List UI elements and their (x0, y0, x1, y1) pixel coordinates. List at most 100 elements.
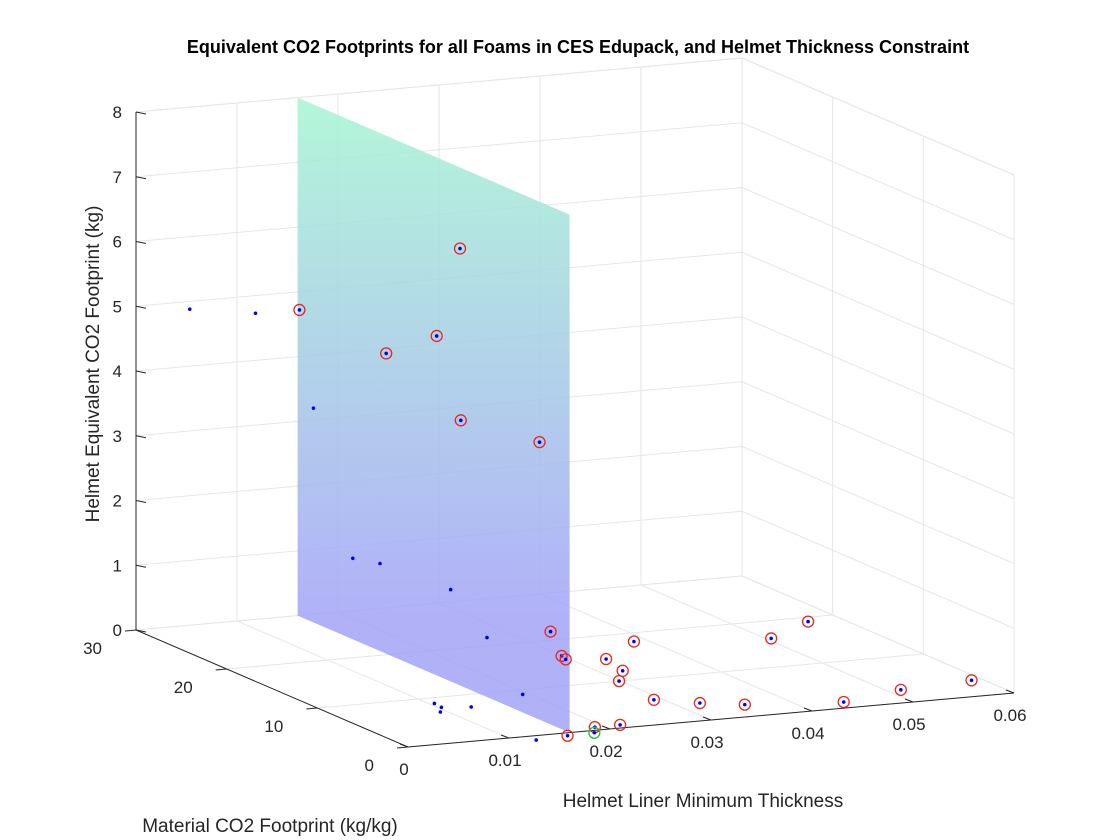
data-point (548, 629, 553, 634)
x-tick-mark (500, 734, 510, 739)
y-tick-mark (215, 668, 227, 671)
selected-foam-marker (588, 726, 601, 739)
thickness-candidate-marker (965, 674, 978, 687)
thickness-candidate-marker (801, 615, 815, 628)
data-point (618, 723, 622, 727)
y-tick-mark (306, 707, 318, 710)
thickness-candidate-marker (561, 729, 574, 742)
data-point (297, 308, 302, 312)
data-point (458, 246, 462, 251)
thickness-candidate-marker (430, 329, 443, 343)
x-tick-mark (601, 725, 611, 730)
chart-title: Equivalent CO2 Footprints for all Foams … (187, 37, 969, 57)
z-tick-mark (135, 241, 147, 244)
thickness-candidate-marker (894, 683, 907, 696)
data-point (617, 679, 621, 683)
z-tick-label: 4 (113, 362, 122, 381)
z-tick-mark (135, 111, 147, 115)
side-wall-grid-line (741, 575, 1015, 694)
thickness-candidate-marker (533, 435, 546, 449)
thickness-candidate-marker (738, 698, 751, 711)
data-point (311, 406, 316, 410)
thickness-candidate-marker (647, 693, 661, 706)
data-point (438, 710, 443, 714)
data-point (485, 635, 489, 640)
z-tick-label: 2 (113, 492, 122, 511)
z-tick-mark (135, 435, 147, 439)
x-tick-mark (904, 698, 914, 703)
side-wall-grid-line (741, 187, 1015, 305)
side-wall-grid-line (741, 251, 1015, 370)
data-point (652, 697, 656, 702)
x-tick-mark (399, 743, 409, 748)
x-tick-mark (702, 716, 712, 721)
z-tick-mark (135, 500, 147, 503)
x-tick-label: 0.06 (993, 706, 1026, 725)
side-wall-grid-line (741, 446, 1015, 564)
data-point (253, 311, 258, 316)
y-axis-label: Material CO2 Footprint (kg/kg) (142, 816, 398, 837)
z-tick-mark (135, 305, 147, 309)
thickness-candidate-marker (293, 303, 306, 317)
data-point (743, 702, 747, 707)
thickness-candidate-marker (544, 625, 557, 638)
data-point (459, 418, 463, 423)
thickness-candidate-marker (613, 718, 627, 732)
data-point (769, 636, 773, 641)
x-tick-label: 0.01 (488, 751, 521, 770)
data-point (384, 351, 389, 356)
side-wall-grid-line (741, 316, 1015, 435)
z-tick-label: 8 (113, 103, 122, 122)
x-tick-label: 0.04 (791, 724, 824, 743)
z-tick-label: 5 (113, 297, 122, 316)
side-wall-grid-line (741, 381, 1015, 500)
y-tick-mark (396, 746, 409, 749)
z-tick-mark (135, 176, 147, 180)
data-point (434, 334, 439, 338)
constraint-plane (297, 97, 570, 733)
y-axis-line (135, 629, 409, 748)
z-tick-mark (135, 564, 147, 568)
thickness-candidate-marker (599, 652, 613, 666)
thickness-candidate-marker (380, 347, 393, 360)
x-tick-mark (803, 707, 813, 712)
data-point (351, 556, 355, 561)
data-point (592, 730, 597, 735)
x-tick-mark (1005, 689, 1015, 694)
z-tick-mark (135, 370, 147, 374)
z-tick-mark (135, 629, 147, 633)
z-axis-label: Helmet Equivalent CO2 Footprint (kg) (83, 206, 104, 523)
axes (124, 111, 1015, 749)
data-point (520, 692, 525, 697)
data-point (469, 705, 473, 709)
x-tick-label: 0.03 (690, 733, 723, 752)
x-tick-label: 0 (399, 760, 408, 779)
constraint-plane-layer (297, 97, 570, 733)
data-points (187, 242, 978, 742)
z-tick-label: 6 (113, 233, 122, 252)
floor-grid-line (539, 593, 813, 712)
data-point (632, 639, 636, 644)
data-point (439, 705, 444, 710)
z-tick-label: 3 (113, 427, 122, 446)
back-wall-grid-line (135, 122, 743, 178)
data-point (620, 668, 625, 673)
data-point (534, 738, 538, 742)
side-wall-grid-line (741, 122, 1015, 241)
z-tick-label: 0 (113, 621, 122, 640)
floor-grid-line (640, 584, 914, 703)
floor-grid-line (236, 620, 510, 739)
data-point (187, 307, 192, 311)
thickness-candidate-marker (627, 635, 641, 648)
y-tick-label: 0 (365, 756, 374, 775)
data-point (841, 700, 846, 704)
data-point (378, 561, 382, 566)
tick-labels: 0 0.01 0.02 0.03 0.04 0.05 0.06 0 10 20 30 0 1 2 3 4 5 6 7… (83, 103, 1026, 779)
x-tick-label: 0.02 (589, 742, 622, 761)
y-tick-label: 10 (264, 717, 283, 736)
thickness-candidate-marker (612, 674, 626, 688)
z-tick-label: 1 (113, 556, 122, 575)
thickness-candidate-marker (555, 649, 568, 663)
data-point (698, 701, 702, 705)
